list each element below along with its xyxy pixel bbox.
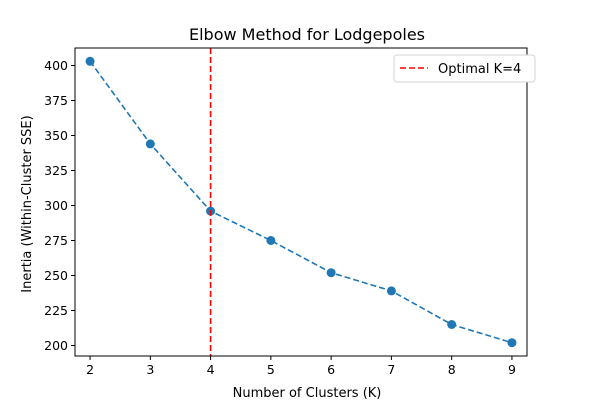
legend-box [393,54,536,83]
x-tick-label: 8 [448,362,456,377]
x-tick-label: 2 [86,362,94,377]
x-tick-label: 9 [508,362,516,377]
y-tick-label: 375 [44,93,68,108]
y-tick-label: 350 [44,128,68,143]
legend: Optimal K=4 [393,54,536,83]
y-tick-label: 275 [44,233,68,248]
chart-title: Elbow Method for Lodgepoles [189,25,425,44]
y-tick-label: 325 [44,163,68,178]
y-tick-label: 225 [44,303,68,318]
y-tick-label: 400 [44,58,68,73]
x-tick-label: 5 [267,362,275,377]
data-point [326,268,336,278]
plot-area [74,47,528,357]
x-tick-label: 3 [146,362,154,377]
x-axis-label: Number of Clusters (K) [233,386,382,400]
y-tick-label: 200 [44,338,68,353]
data-point [145,139,155,149]
data-point [386,286,396,296]
data-point [507,338,517,348]
axes-frame [74,47,528,357]
y-tick-label: 300 [44,198,68,213]
series-line [89,60,513,344]
x-axis: 2 3 4 5 6 7 8 9 [86,356,516,377]
y-axis: 200 225 250 275 300 325 350 375 400 [44,58,75,353]
x-tick-label: 6 [327,362,335,377]
x-tick-label: 4 [207,362,215,377]
y-axis-label: Inertia (Within-Cluster SSE) [20,115,35,292]
x-tick-label: 7 [387,362,395,377]
data-point [266,236,276,245]
y-tick-label: 250 [44,268,68,283]
data-point [85,56,95,66]
legend-label: Optimal K=4 [438,62,521,77]
data-point [447,320,457,329]
